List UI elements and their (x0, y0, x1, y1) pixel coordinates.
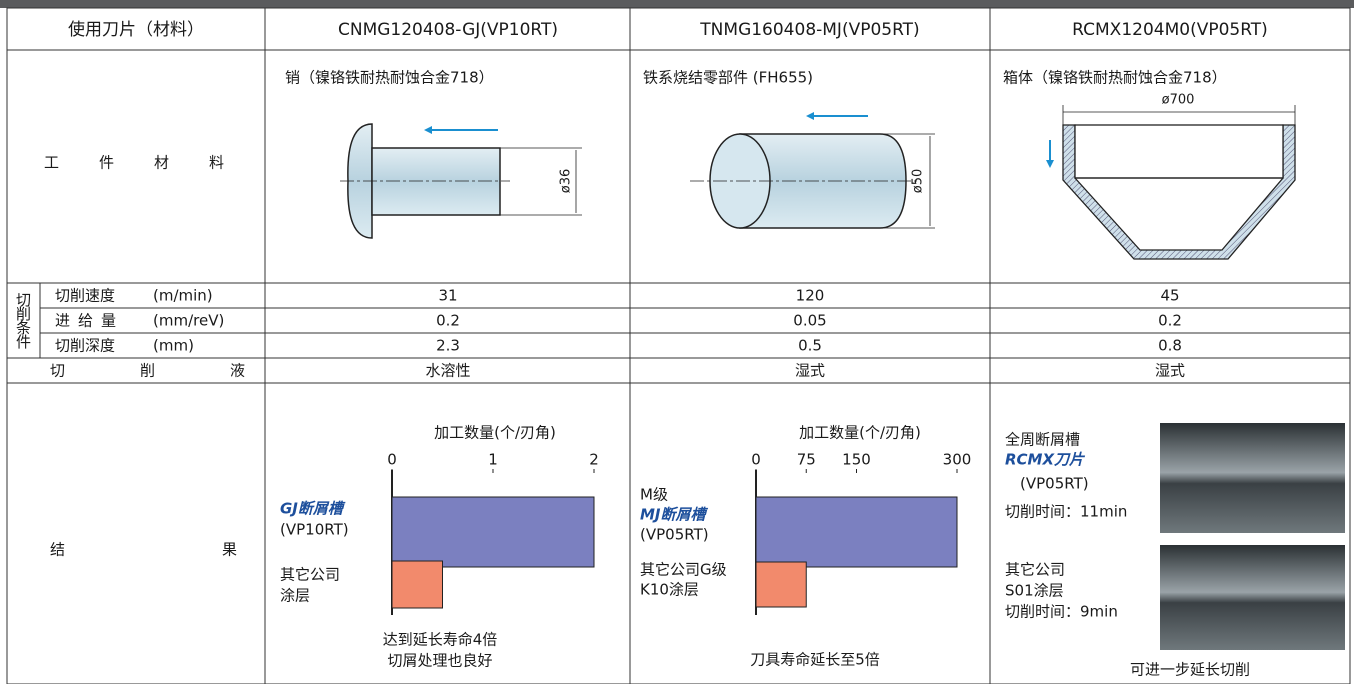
photo-caption: 切削时间：9min (1005, 603, 1118, 621)
category-label: K10涂层 (640, 581, 699, 599)
bar (391, 496, 595, 568)
row-label: 进给量 (55, 312, 124, 330)
cell: 0.2 (436, 312, 460, 330)
x-tick-label: 300 (943, 451, 972, 469)
cell: 2.3 (436, 337, 460, 355)
photo (1160, 545, 1345, 650)
photo-caption: RCMX刀片 (1005, 451, 1086, 469)
x-tick-label: 75 (797, 451, 816, 469)
category-label: 其它公司 (280, 566, 340, 584)
photo-caption: S01涂层 (1005, 582, 1064, 600)
cell: 0.8 (1158, 337, 1182, 355)
x-tick-label: 150 (842, 451, 871, 469)
dimension: ø50 (911, 169, 926, 194)
row-label: 切削液 (50, 362, 320, 380)
chart-title: 加工数量(个/刃角) (434, 424, 556, 442)
unit: (mm) (153, 337, 194, 355)
category-label: 涂层 (280, 587, 310, 605)
bar (391, 560, 443, 609)
bar (755, 561, 807, 608)
group-label: 切削条件 (14, 292, 32, 349)
note: 可进一步延长切削 (1130, 661, 1250, 679)
x-tick-label: 0 (387, 451, 397, 469)
box-drawing (1046, 105, 1296, 260)
row-label: 切削速度 (55, 287, 115, 305)
cell: 湿式 (1155, 362, 1185, 380)
unit: (m/min) (153, 287, 213, 305)
photo-caption: 切削时间：11min (1005, 503, 1127, 521)
photo (1160, 423, 1345, 533)
header: 使用刀片（材料） (68, 19, 204, 40)
note: 达到延长寿命4倍 (383, 631, 498, 649)
top-bar (0, 0, 1354, 8)
cell: 31 (438, 287, 457, 305)
x-tick-label: 2 (589, 451, 599, 469)
cell: 水溶性 (425, 362, 470, 380)
category-label: (VP05RT) (640, 526, 709, 544)
material: 销（镍铬铁耐热耐蚀合金718） (285, 69, 494, 87)
note: 刀具寿命延长至5倍 (750, 651, 880, 669)
row-label: 结果 (50, 541, 394, 559)
category-label: GJ断屑槽 (280, 500, 346, 518)
category-label: 其它公司G级 (640, 561, 727, 579)
cylinder-drawing (690, 112, 935, 229)
x-tick-label: 1 (488, 451, 498, 469)
note: 切屑处理也良好 (387, 652, 492, 670)
cell: 0.2 (1158, 312, 1182, 330)
row-label: 工件材料 (44, 154, 264, 172)
category-label: M级 (640, 486, 668, 504)
cell: 0.05 (793, 312, 826, 330)
header: RCMX1204M0(VP05RT) (1072, 20, 1268, 40)
bar (755, 496, 958, 568)
material: 铁系烧结零部件 (FH655) (643, 69, 813, 87)
chart-title: 加工数量(个/刃角) (799, 424, 921, 442)
pin-drawing (340, 123, 582, 239)
category-label: MJ断屑槽 (640, 506, 709, 524)
header: TNMG160408-MJ(VP05RT) (699, 20, 919, 40)
photo-caption: (VP05RT) (1020, 475, 1089, 493)
photo-caption: 其它公司 (1005, 561, 1065, 579)
cell: 45 (1160, 287, 1179, 305)
row-label: 切削深度 (55, 337, 115, 355)
unit: (mm/reV) (153, 312, 224, 330)
cell: 0.5 (798, 337, 822, 355)
dimension: ø700 (1162, 93, 1195, 108)
category-label: (VP10RT) (280, 521, 349, 539)
material: 箱体（镍铬铁耐热耐蚀合金718） (1003, 69, 1227, 87)
header: CNMG120408-GJ(VP10RT) (338, 20, 558, 40)
cell: 120 (796, 287, 825, 305)
x-tick-label: 0 (751, 451, 761, 469)
dimension: ø36 (559, 169, 574, 194)
photo-caption: 全周断屑槽 (1005, 431, 1080, 449)
cell: 湿式 (795, 362, 825, 380)
